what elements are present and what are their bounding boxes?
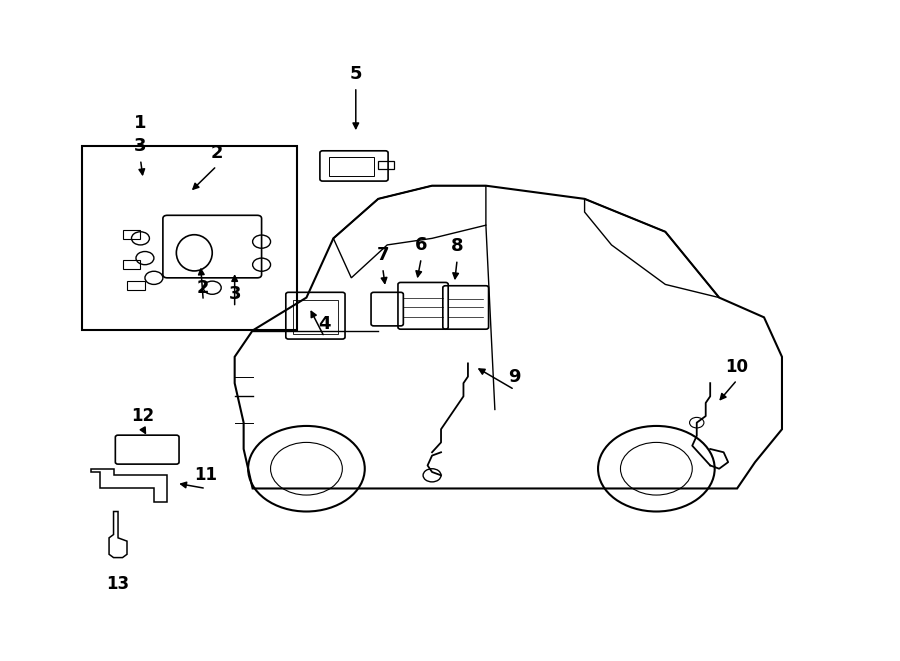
Text: 8: 8 [451,237,464,255]
Text: 3: 3 [134,137,147,155]
Text: 2: 2 [197,279,210,297]
Text: 13: 13 [106,575,130,593]
Text: 5: 5 [349,65,362,83]
Text: 2: 2 [211,144,223,162]
Text: 1: 1 [134,114,147,132]
Text: 9: 9 [508,368,521,385]
Bar [122,231,140,239]
Text: 12: 12 [131,407,155,425]
Bar [127,281,145,290]
Text: 11: 11 [194,466,218,485]
Bar [328,157,374,176]
Bar [378,161,394,169]
Text: 7: 7 [376,246,389,264]
Bar [293,299,338,334]
Text: 10: 10 [725,358,749,375]
Text: 3: 3 [229,286,241,303]
Text: 4: 4 [318,315,330,333]
Text: 6: 6 [415,236,428,254]
Bar [122,260,140,268]
Bar [82,146,298,330]
